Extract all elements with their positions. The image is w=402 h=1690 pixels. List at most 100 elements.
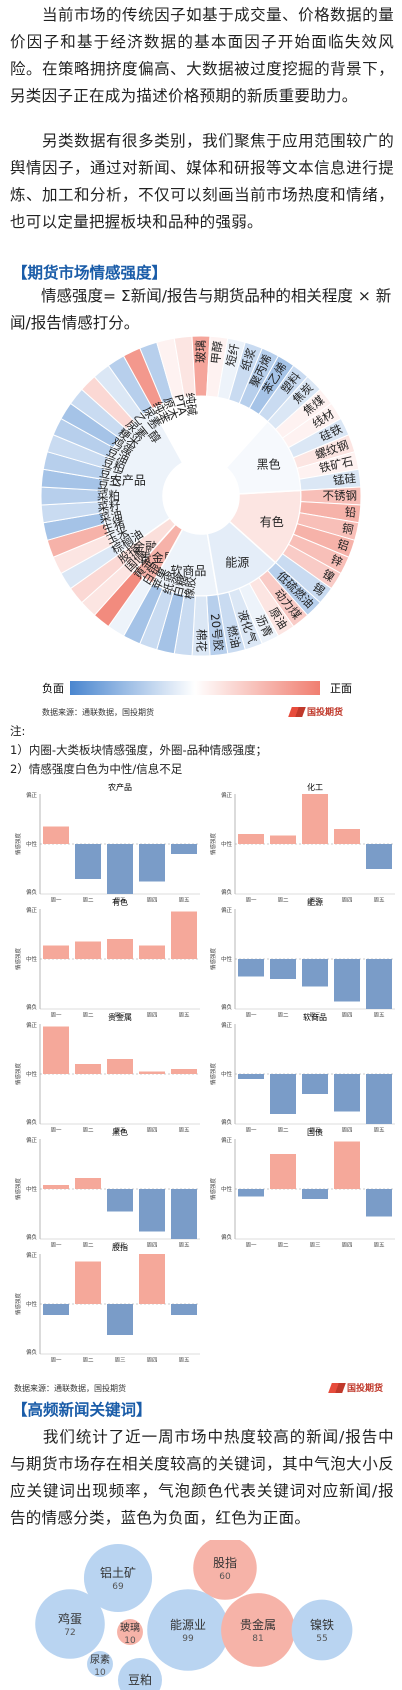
bar-category-label: 周二 [82, 897, 94, 902]
sunburst-outer-label: 玻璃 [194, 340, 208, 363]
keyword-bubble [147, 1589, 229, 1671]
legend-positive-label: 正面 [330, 682, 352, 695]
bar-category-label: 周二 [277, 1012, 289, 1017]
bar-axis-tick: 中性 [26, 840, 38, 848]
logo-icon [288, 706, 306, 717]
bar [139, 1071, 165, 1074]
bar-category-label: 周四 [341, 1012, 352, 1017]
bar-axis-tick: 偏负 [26, 1348, 38, 1356]
sunburst-outer-label: 短纤 [223, 342, 242, 368]
legend-negative-label: 负面 [42, 681, 64, 695]
bar-ylabel: 情感强度 [14, 1293, 22, 1316]
sunburst-outer-label: 白糖 [171, 573, 190, 599]
bar [75, 941, 101, 959]
bar [139, 844, 165, 882]
bar-category-label: 周三 [309, 1127, 321, 1132]
bar-category-label: 周一 [50, 1127, 62, 1132]
bar-axis-tick: 偏正 [221, 1136, 233, 1144]
bar [334, 1074, 360, 1112]
sunburst-inner-label: 软商品 [170, 563, 206, 578]
keyword-bubble-label: 镍铁 [310, 1618, 334, 1632]
bar-category-label: 周五 [373, 1127, 385, 1132]
bar-axis-tick: 偏正 [26, 1251, 38, 1259]
keyword-bubble-count: 10 [124, 1636, 136, 1646]
bar-category-label: 周四 [146, 1357, 157, 1362]
bar-category-label: 周三 [114, 1242, 126, 1247]
sunburst-outer-label: 燃油 [224, 624, 243, 650]
bar-category-label: 周一 [50, 1012, 62, 1017]
bar [43, 1304, 69, 1315]
sunburst-chart: 化工农产品金融贵金属软商品能源有色黑色原木PTA纯碱玻璃甲醇短纤纸浆聚丙烯苯乙烯… [40, 335, 362, 657]
bar-chart-title: 有色 [112, 897, 128, 907]
note-1: 1）内圈-大类板块情感强度，外圈-品种情感强度； [10, 743, 268, 757]
bar [366, 1074, 392, 1124]
sunburst-outer-segment [122, 347, 164, 410]
bar-category-label: 周五 [178, 1127, 190, 1132]
bar-category-label: 周三 [114, 897, 126, 902]
bar [139, 1254, 165, 1304]
keyword-bubble-count: 55 [316, 1634, 327, 1644]
keyword-bubble-label: 玻璃 [120, 1621, 140, 1634]
keyword-bubble-count: 99 [182, 1634, 194, 1644]
bar-category-label: 周四 [146, 1012, 157, 1017]
bar-category-label: 周一 [245, 897, 257, 902]
bar-category-label: 周五 [373, 1242, 385, 1247]
bar-axis-tick: 偏负 [26, 1233, 38, 1241]
bar-axis-tick: 中性 [221, 1070, 233, 1078]
bar-axis-tick: 偏正 [221, 1021, 233, 1029]
bar-category-label: 周二 [82, 1357, 94, 1362]
bar [139, 945, 165, 959]
keyword-bubble-count: 10 [94, 1668, 106, 1678]
bar-axis-tick: 偏正 [26, 1021, 38, 1029]
sunburst-outer-label: PTA [172, 393, 190, 417]
keyword-bubble [83, 1543, 153, 1613]
sunburst-outer-label: 甲醇 [208, 340, 225, 365]
bar [270, 959, 296, 979]
keyword-bubble [117, 1619, 143, 1645]
sunburst-outer-label: 棉花 [195, 629, 209, 652]
sunburst-outer-label: 20号胶 [208, 613, 226, 652]
bar-axis-tick: 偏正 [221, 791, 233, 799]
logo-bottom: 国投期货 [328, 1381, 383, 1394]
bar [107, 844, 133, 894]
bar-chart-title: 国债 [307, 1127, 323, 1137]
bar-category-label: 周五 [373, 1012, 385, 1017]
intro-paragraph-1: 当前市场的传统因子如基于成交量、价格数据的量价因子和基于经济数据的基本面因子开始… [10, 6, 394, 105]
bar-axis-tick: 偏正 [221, 906, 233, 914]
keyword-bubble-label: 股指 [213, 1555, 237, 1570]
bar [302, 959, 328, 987]
bar-category-label: 周二 [82, 1012, 94, 1017]
bar-category-label: 周三 [309, 1242, 321, 1247]
bar-category-label: 周四 [341, 1127, 352, 1132]
bar-chart-title: 软商品 [303, 1012, 327, 1022]
bar [366, 844, 392, 869]
sunburst-outer-label: 铝 [335, 537, 350, 554]
bar-axis-tick: 中性 [26, 955, 38, 963]
bar [75, 844, 101, 879]
bar-category-label: 周三 [309, 897, 321, 902]
bar-ylabel: 情感强度 [14, 948, 22, 971]
bar-ylabel: 情感强度 [209, 1178, 217, 1201]
bar-category-label: 周一 [50, 897, 62, 902]
sunburst-outer-label: 菜粕 [97, 489, 120, 503]
bar [171, 911, 197, 959]
bar-charts-grid: 农产品 偏正 中性 偏负 情感强度 周一 周二 周三 周四 周五 化工 偏正 中性 偏负 情感强度 周一 周二周… [0, 782, 402, 1394]
sunburst-outer-label: 豆一 [97, 477, 122, 494]
bar-chart-title: 能源 [307, 897, 323, 907]
bar-category-label: 周二 [277, 1127, 289, 1132]
bar-ylabel: 情感强度 [209, 1063, 217, 1086]
bar [302, 1189, 328, 1199]
section-heading-sentiment: 【期货市场情感强度】 [12, 264, 168, 282]
bar [270, 835, 296, 844]
keywords-paragraph: 我们统计了近一周市场中热度较高的新闻/报告中与期货市场存在相关度较高的关键词，其… [10, 1428, 394, 1527]
bar-axis-tick: 偏正 [26, 1136, 38, 1144]
bar-ylabel: 情感强度 [14, 1178, 22, 1201]
bar-category-label: 周二 [82, 1127, 94, 1132]
